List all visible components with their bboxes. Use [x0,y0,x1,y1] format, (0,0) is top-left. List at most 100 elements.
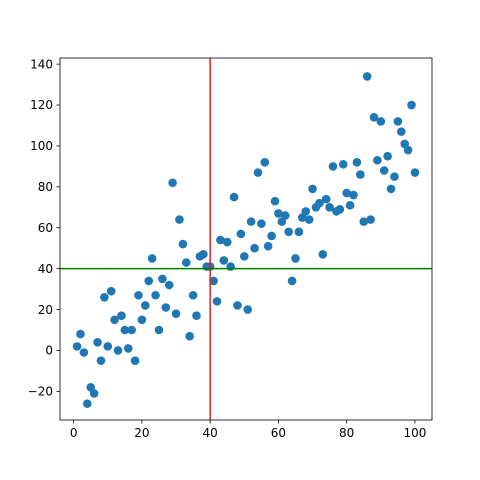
y-tick-label-7: 120 [30,98,53,112]
scatter-point-98 [407,100,416,110]
scatter-point-58 [270,196,280,206]
scatter-point-19 [137,315,147,325]
scatter-point-2 [79,348,89,357]
scatter-point-55 [260,158,270,167]
scatter-point-51 [246,217,256,226]
scatter-point-82 [352,158,362,167]
scatter-point-81 [349,190,358,200]
y-tick-label-4: 60 [38,221,53,235]
y-tick-label-1: 0 [45,344,53,358]
scatter-point-92 [386,184,396,194]
scatter-point-13 [117,311,126,320]
scatter-point-61 [280,211,290,220]
scatter-point-22 [147,254,157,263]
scatter-point-25 [158,274,167,284]
scatter-point-0 [72,342,82,351]
scatter-point-59 [274,209,283,218]
scatter-point-33 [185,331,194,341]
x-tick-label-3: 60 [271,426,286,440]
scatter-point-54 [257,219,266,228]
scatter-point-18 [134,290,143,300]
scatter-point-16 [127,325,136,335]
scatter-point-91 [383,151,392,161]
scatter-point-11 [110,315,119,325]
scatter-point-35 [192,311,201,320]
scatter-point-45 [226,262,235,271]
scatter-point-26 [161,303,171,312]
scatter-point-50 [243,305,253,314]
scatter-point-5 [89,389,99,398]
y-tick-label-3: 40 [38,262,53,276]
scatter-point-90 [379,166,389,175]
scatter-point-41 [212,297,222,306]
scatter-point-12 [113,346,123,355]
scatter-point-78 [338,160,348,169]
x-axis-ticks: 0 20 40 60 80 100 [70,420,426,440]
scatter-point-86 [366,215,375,224]
scatter-point-10 [106,286,116,296]
scatter-point-83 [356,170,365,179]
scatter-point-3 [83,399,92,408]
scatter-point-57 [267,231,276,241]
scatter-point-40 [209,276,218,286]
scatter-point-56 [263,241,273,251]
scatter-point-27 [164,280,174,290]
scatter-point-85 [362,72,372,81]
scatter-point-74 [325,203,334,212]
scatter-point-87 [369,113,379,122]
scatter-point-49 [239,252,249,261]
scatter-point-80 [345,200,355,210]
x-tick-label-4: 80 [339,426,354,440]
scatter-point-52 [250,243,259,253]
scatter-point-37 [199,250,208,259]
scatter-point-29 [171,309,181,318]
scatter-point-84 [359,217,369,226]
scatter-point-47 [233,301,242,310]
x-tick-label-1: 20 [134,426,149,440]
scatter-point-99 [410,168,420,177]
scatter-point-14 [120,325,130,335]
scatter-point-7 [96,356,106,365]
scatter-point-97 [403,145,413,155]
scatter-point-71 [315,198,324,208]
scatter-point-24 [154,325,164,335]
y-tick-label-2: 20 [38,303,53,317]
scatter-point-63 [287,276,297,286]
x-tick-label-2: 40 [203,426,218,440]
y-tick-label-5: 80 [38,180,53,194]
scatter-point-32 [181,258,191,267]
scatter-point-79 [342,188,351,198]
scatter-point-8 [100,292,109,302]
scatter-point-69 [308,184,317,194]
scatter-point-64 [291,254,300,263]
scatter-point-53 [253,168,263,177]
scatter-point-65 [294,227,304,237]
scatter-point-67 [301,207,311,216]
scatter-point-1 [76,329,85,339]
x-tick-label-5: 100 [403,426,426,440]
scatter-point-77 [335,205,345,214]
scatter-point-62 [284,227,293,237]
scatter-point-42 [216,235,225,245]
y-tick-label-8: 140 [30,57,53,71]
scatter-points [72,72,420,408]
scatter-point-89 [376,117,386,126]
scatter-point-73 [321,194,331,204]
scatter-point-15 [123,344,133,353]
y-tick-label-0: −20 [28,385,53,399]
scatter-point-75 [328,162,338,171]
scatter-point-44 [222,237,232,247]
scatter-point-43 [219,256,229,265]
scatter-point-34 [188,290,198,300]
y-tick-label-6: 100 [30,139,53,153]
scatter-point-21 [144,276,154,286]
scatter-point-23 [151,290,160,300]
scatter-point-95 [396,127,406,136]
scatter-point-93 [390,172,399,181]
scatter-point-28 [168,178,177,188]
scatter-point-6 [93,337,102,347]
scatter-point-94 [393,117,403,126]
scatter-point-72 [318,250,328,259]
scatter-point-46 [229,192,239,202]
